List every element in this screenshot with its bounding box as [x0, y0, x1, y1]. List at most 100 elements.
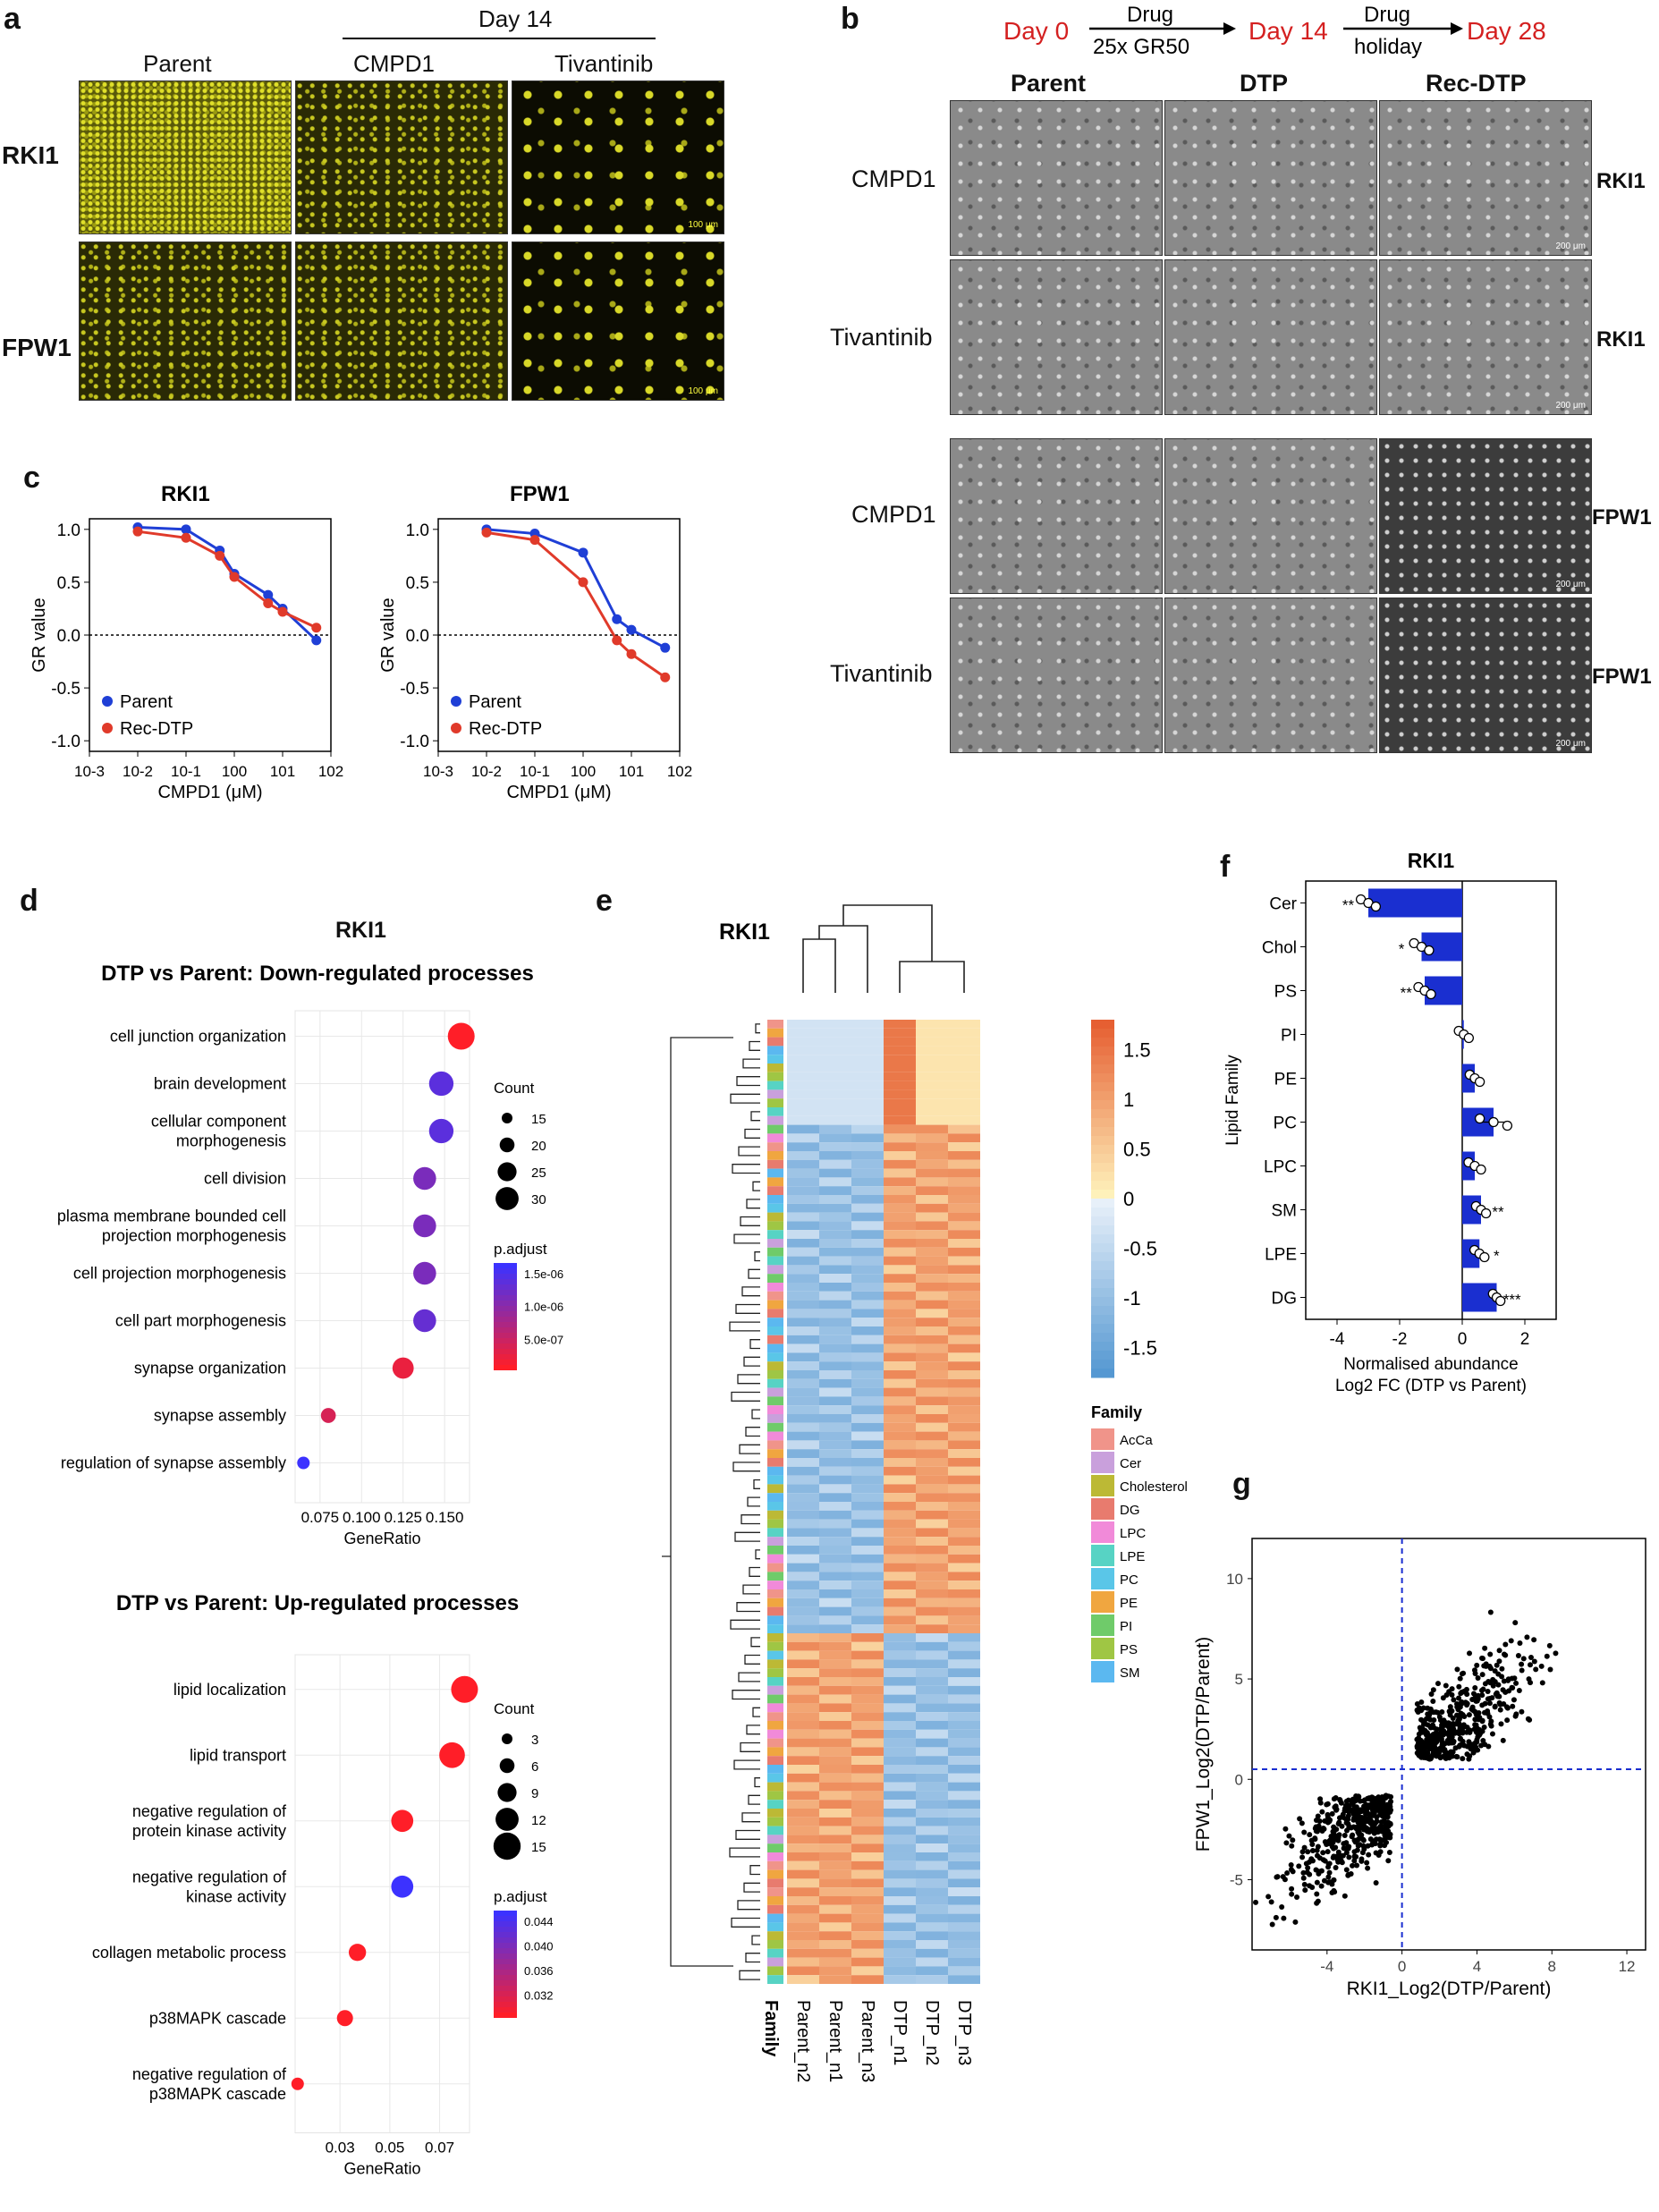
heatmap-cell [948, 1606, 980, 1616]
scatter-point [1418, 1716, 1425, 1723]
scatter-point [1488, 1723, 1494, 1729]
heatmap-cell [884, 1300, 916, 1309]
b-row-line-3: FPW1 [1592, 505, 1652, 530]
data-point [263, 598, 274, 609]
term-dot [439, 1742, 465, 1768]
scatter-point [1451, 1697, 1457, 1703]
family-annotation-cell [767, 1519, 783, 1529]
term-label: collagen metabolic process [92, 1944, 286, 1962]
heatmap-cell [884, 1064, 916, 1072]
heatmap-cell [851, 1668, 884, 1677]
replicate-point [1502, 1120, 1513, 1131]
data-point [263, 589, 274, 600]
heatmap-cell [948, 1685, 980, 1695]
heatmap-cell [948, 1668, 980, 1677]
heatmap-cell [884, 1537, 916, 1546]
heatmap-cell [819, 1352, 851, 1362]
scatter-point [1292, 1919, 1299, 1925]
heatmap-cell [884, 1624, 916, 1633]
x-tick-label: -2 [1392, 1330, 1408, 1349]
replicate-point [1474, 1113, 1485, 1124]
scatter-point [1378, 1808, 1384, 1814]
y-tick-label: 5 [1235, 1671, 1243, 1688]
heatmap-cell [819, 1869, 851, 1879]
heatmap-cell [787, 1431, 819, 1441]
scatter-point [1284, 1870, 1291, 1877]
heatmap-cell [851, 1291, 884, 1301]
scatter-point [1516, 1687, 1522, 1693]
heatmap-cell [916, 1309, 948, 1318]
heatmap-cell [787, 1212, 819, 1222]
heatmap-cell [787, 1931, 819, 1940]
heatmap-cell [916, 1966, 948, 1976]
family-legend-label: AcCa [1120, 1433, 1153, 1448]
data-point [578, 547, 588, 558]
data-point [578, 577, 588, 588]
heatmap-cell [916, 1904, 948, 1914]
scatter-point [1443, 1720, 1450, 1726]
heatmap-cell [948, 1835, 980, 1844]
heatmap-cell [819, 1756, 851, 1765]
heatmap-cell [884, 1957, 916, 1967]
scatter-point [1318, 1883, 1325, 1889]
timeline-day0: Day 0 [1003, 17, 1069, 45]
scatter-point [1538, 1663, 1545, 1669]
heatmap-cell [948, 1948, 980, 1958]
heatmap-cell [819, 1765, 851, 1774]
scatter-point [1352, 1798, 1359, 1804]
heatmap-cell [916, 1046, 948, 1055]
heatmap-cell [884, 1765, 916, 1774]
scatter-point [1353, 1853, 1359, 1860]
heatmap-cell [948, 1624, 980, 1633]
heatmap-cell [851, 1055, 884, 1064]
data-point [215, 550, 225, 561]
term-dot [348, 1944, 367, 1962]
heatmap-cell [787, 1343, 819, 1353]
heatmap-cell [948, 1124, 980, 1134]
heatmap-cell [787, 1519, 819, 1529]
heatmap-cell [787, 1274, 819, 1283]
heatmap-cell [884, 1020, 916, 1029]
heatmap-cell [787, 1159, 819, 1169]
category-label: PE [1274, 1071, 1297, 1089]
heatmap-cell [884, 1721, 916, 1730]
heatmap-cell [884, 1256, 916, 1266]
heatmap-cell [851, 1089, 884, 1099]
count-legend-label: 20 [531, 1139, 546, 1154]
d-title: RKI1 [335, 918, 386, 943]
heatmap-cell [787, 1177, 819, 1187]
scatter-point [1289, 1891, 1295, 1897]
heatmap-cell [851, 1852, 884, 1861]
scatter-point [1325, 1811, 1331, 1818]
image-b-r3-dtp [1164, 438, 1377, 594]
family-annotation-cell [767, 1554, 783, 1564]
heatmap-cell [851, 1168, 884, 1178]
heatmap-cell [851, 1712, 884, 1721]
heatmap-cell [819, 1817, 851, 1826]
heatmap-cell [787, 1677, 819, 1686]
family-annotation-cell [767, 1703, 783, 1713]
data-point [311, 635, 322, 646]
heatmap-cell [787, 1826, 819, 1835]
scatter-point [1432, 1744, 1438, 1750]
heatmap-cell [884, 1835, 916, 1844]
y-tick-label: -1.0 [51, 733, 80, 751]
scatter-point [1333, 1844, 1339, 1851]
padj-gradient-step [494, 1921, 517, 1927]
heatmap-cell [884, 1852, 916, 1861]
series-line-Parent [486, 528, 666, 649]
heatmap-cell [851, 1142, 884, 1151]
scatter-point [1288, 1867, 1294, 1873]
family-annotation-cell [767, 1343, 783, 1353]
scatter-point [1268, 1899, 1274, 1905]
heatmap-cell [819, 1546, 851, 1555]
x-tick-label: 101 [270, 763, 295, 780]
legend-marker [102, 696, 113, 707]
padj-gradient-step [494, 1964, 517, 1970]
x-tick-label: 2 [1520, 1330, 1530, 1349]
heatmap-cell [916, 1843, 948, 1852]
heatmap-cell [884, 1519, 916, 1529]
col-tivantinib-label: Tivantinib [554, 50, 654, 77]
heatmap-cell [787, 1186, 819, 1195]
scatter-point [1494, 1662, 1500, 1668]
